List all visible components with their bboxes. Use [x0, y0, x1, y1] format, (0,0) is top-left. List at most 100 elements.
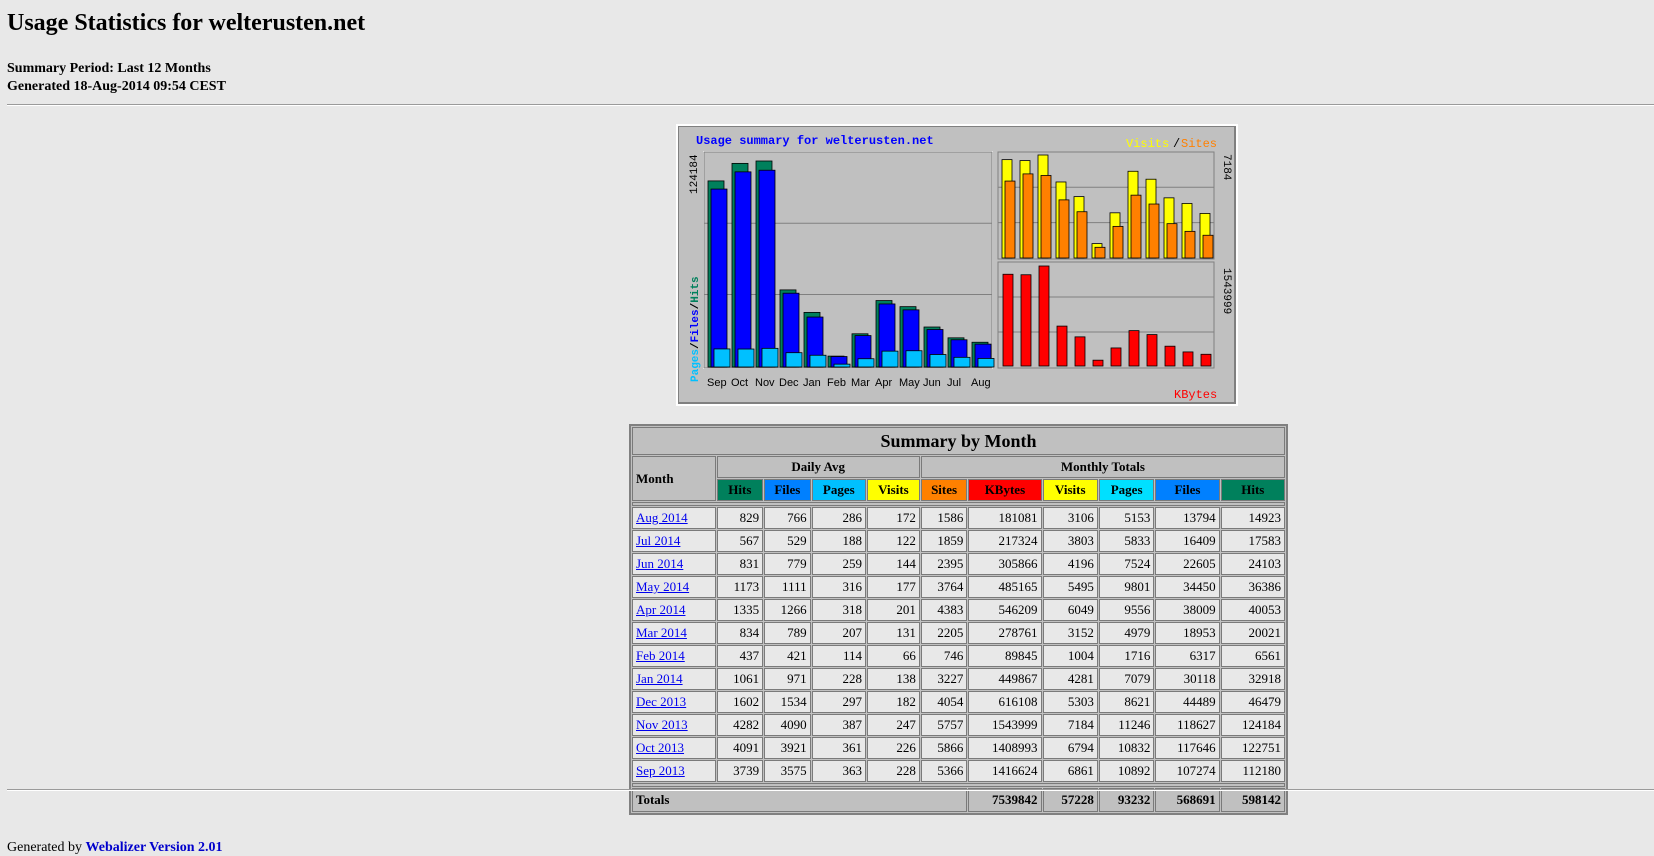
daily-avg-cell: 1173 [716, 576, 764, 598]
bar-files-Oct [734, 171, 752, 368]
month-cell: Dec 2013 [632, 691, 716, 713]
bar-files-Sep [710, 188, 728, 368]
monthly-total-cell: 5833 [1098, 530, 1155, 552]
monthly-total-cell: 5866 [920, 737, 968, 759]
left-legend-pages: Pages [690, 349, 702, 382]
daily-avg-cell: 829 [716, 507, 764, 529]
monthly-total-cell: 5757 [920, 714, 968, 736]
table-title: Summary by Month [632, 427, 1285, 455]
month-link[interactable]: Mar 2014 [636, 625, 687, 640]
daily-avg-cell: 3739 [716, 760, 764, 782]
bar-kbytes-Apr [1128, 330, 1140, 367]
monthly-total-cell: 9801 [1098, 576, 1155, 598]
month-link[interactable]: Sep 2013 [636, 763, 685, 778]
daily-avg-cell: 207 [811, 622, 867, 644]
totals-cell: 598142 [1220, 788, 1285, 812]
daily-avg-cell: 437 [716, 645, 764, 667]
bar-pages-Jun [929, 354, 947, 368]
daily-avg-cell: 297 [811, 691, 867, 713]
month-link[interactable]: Apr 2014 [636, 602, 686, 617]
table-row: Jul 2014 567 529 188 122 1859 217324 3803 5833 16… [632, 530, 1285, 552]
daily-avg-cell: 1335 [716, 599, 764, 621]
month-link[interactable]: Feb 2014 [636, 648, 685, 663]
daily-col-header-visits: Visits [867, 479, 920, 501]
monthly-total-cell: 6794 [1042, 737, 1098, 759]
bar-kbytes-Mar [1110, 347, 1122, 367]
monthly-total-cell: 36386 [1220, 576, 1285, 598]
monthly-total-cell: 1716 [1098, 645, 1155, 667]
left-legend: Pages/Files/Hits [690, 276, 702, 382]
daily-avg-cell: 316 [811, 576, 867, 598]
monthly-total-cell: 1859 [920, 530, 968, 552]
month-link[interactable]: Jul 2014 [636, 533, 681, 548]
table-row: Oct 2013 4091 3921 361 226 5866 1408993 6794 108… [632, 737, 1285, 759]
bar-sites-Jun [1166, 223, 1178, 259]
daily-avg-cell: 529 [764, 530, 811, 552]
month-cell: Feb 2014 [632, 645, 716, 667]
monthly-total-cell: 2205 [920, 622, 968, 644]
bar-sites-Oct [1022, 173, 1034, 259]
monthly-total-cell: 4281 [1042, 668, 1098, 690]
monthly-total-cell: 4196 [1042, 553, 1098, 575]
bar-sites-Jan [1076, 211, 1088, 259]
right-bottom-axis-max: 1543999 [1220, 268, 1232, 314]
page-title: Usage Statistics for welterusten.net [7, 10, 366, 36]
daily-avg-cell: 188 [811, 530, 867, 552]
graph-title: Usage summary for welterusten.net [696, 134, 934, 148]
bar-sites-Jul [1184, 230, 1196, 259]
monthly-total-cell: 122751 [1220, 737, 1285, 759]
table-row: Aug 2014 829 766 286 172 1586 181081 3106 5153 13… [632, 507, 1285, 529]
monthly-total-cell: 7079 [1098, 668, 1155, 690]
daily-avg-cell: 834 [716, 622, 764, 644]
bar-kbytes-May [1146, 334, 1158, 367]
daily-avg-cell: 114 [811, 645, 867, 667]
daily-avg-cell: 177 [867, 576, 920, 598]
daily-avg-cell: 4282 [716, 714, 764, 736]
month-link[interactable]: Jan 2014 [636, 671, 683, 686]
daily-avg-cell: 138 [867, 668, 920, 690]
month-link[interactable]: Nov 2013 [636, 717, 688, 732]
daily-avg-cell: 1061 [716, 668, 764, 690]
bar-sites-Mar [1112, 225, 1124, 259]
bar-sites-Nov [1040, 175, 1052, 259]
plot-main-bg [703, 151, 993, 369]
month-cell: Jul 2014 [632, 530, 716, 552]
monthly-total-cell: 20021 [1220, 622, 1285, 644]
month-link[interactable]: Jun 2014 [636, 556, 684, 571]
daily-avg-cell: 172 [867, 507, 920, 529]
month-link[interactable]: Dec 2013 [636, 694, 687, 709]
monthly-total-cell: 117646 [1155, 737, 1220, 759]
month-link[interactable]: Aug 2014 [636, 510, 688, 525]
month-link[interactable]: Oct 2013 [636, 740, 685, 755]
bar-kbytes-Aug [1200, 353, 1212, 367]
month-link[interactable]: May 2014 [636, 579, 690, 594]
monthly-col-header-pages: Pages [1098, 479, 1155, 501]
monthly-total-cell: 112180 [1220, 760, 1285, 782]
monthly-total-cell: 18953 [1155, 622, 1220, 644]
bar-pages-Jul [953, 356, 971, 368]
monthly-total-cell: 1586 [920, 507, 968, 529]
table-row: Nov 2013 4282 4090 387 247 5757 1543999 7184 112… [632, 714, 1285, 736]
month-label-Sep: Sep [707, 377, 727, 389]
daily-avg-cell: 131 [867, 622, 920, 644]
daily-avg-cell: 318 [811, 599, 867, 621]
month-axis-labels: Sep Oct Nov Dec Jan Feb Mar Apr May Jun Jul Aug [707, 377, 991, 389]
month-label-Jul: Jul [947, 377, 961, 389]
monthly-total-cell: 449867 [968, 668, 1042, 690]
monthly-total-cell: 22605 [1155, 553, 1220, 575]
monthly-total-cell: 1543999 [968, 714, 1042, 736]
totals-label: Totals [632, 788, 968, 812]
graph-legend-top-right: Visits / Sites [1126, 137, 1217, 151]
bar-kbytes-Feb [1092, 359, 1104, 367]
bar-pages-Apr [881, 350, 899, 368]
daily-avg-cell: 259 [811, 553, 867, 575]
monthly-total-cell: 40053 [1220, 599, 1285, 621]
webalizer-link[interactable]: Webalizer Version 2.01 [85, 840, 223, 855]
divider-bottom [7, 789, 1654, 791]
footer-prefix: Generated by [7, 840, 86, 855]
monthly-total-cell: 13794 [1155, 507, 1220, 529]
monthly-total-cell: 3764 [920, 576, 968, 598]
bar-kbytes-Sep [1002, 273, 1014, 367]
left-legend-hits: Hits [690, 276, 702, 302]
monthly-total-cell: 46479 [1220, 691, 1285, 713]
